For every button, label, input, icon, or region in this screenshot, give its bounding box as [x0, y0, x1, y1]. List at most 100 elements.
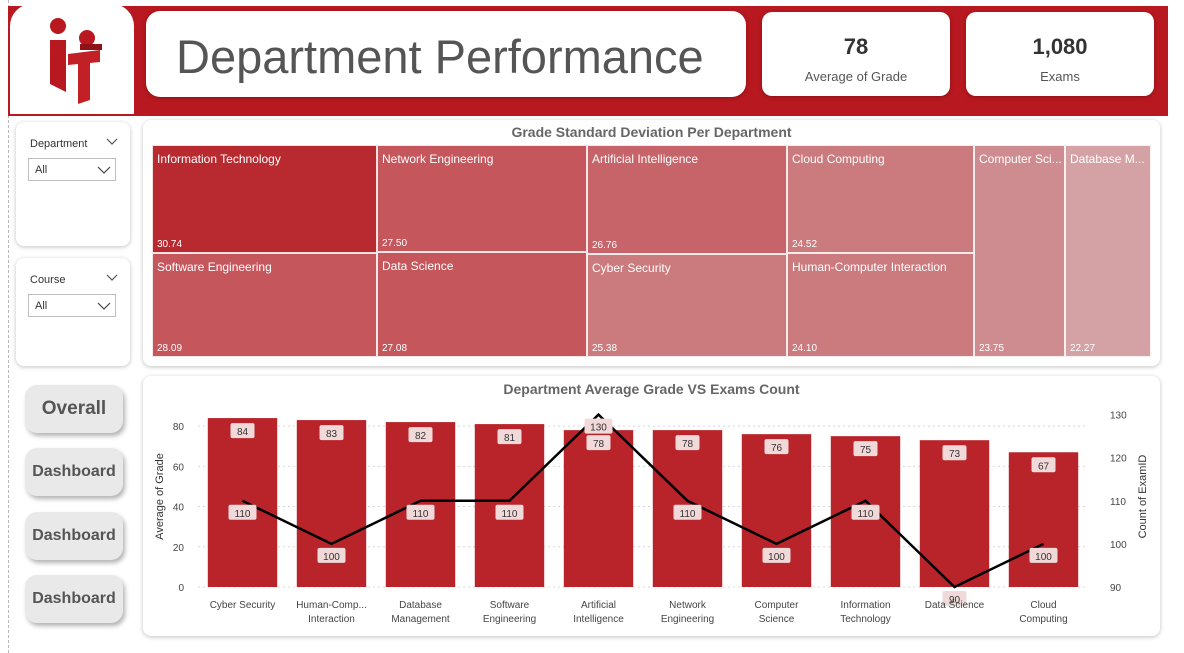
chevron-down-icon[interactable] [106, 136, 118, 146]
course-slicer: Course All [16, 258, 130, 366]
treemap-tile-information-technology[interactable]: Information Technology 30.74 [152, 145, 377, 253]
y2-tick-label: 130 [1110, 411, 1127, 422]
chevron-down-icon[interactable] [106, 272, 118, 282]
x-tick-label: Interaction [308, 614, 355, 625]
treemap-tile-human-computer-interaction[interactable]: Human-Computer Interaction 24.10 [787, 253, 974, 357]
overall-button[interactable]: Overall [25, 385, 123, 433]
y2-tick-label: 120 [1110, 454, 1127, 465]
treemap-tile-label: Database M... [1070, 152, 1145, 166]
treemap-tile-label: Information Technology [157, 152, 281, 166]
department-slicer-title: Department [30, 138, 88, 150]
treemap-tile-label: Computer Sci... [979, 152, 1062, 166]
bar-data-label-bg [319, 425, 344, 441]
x-tick-label: Database [399, 600, 442, 611]
line-data-label: 110 [858, 509, 874, 520]
treemap-tile-label: Network Engineering [382, 152, 494, 166]
department-dropdown-value: All [35, 164, 48, 176]
treemap-tile-cyber-security[interactable]: Cyber Security 25.38 [587, 254, 787, 357]
bar-data-label: 83 [326, 429, 338, 440]
dashboard-button-1[interactable]: Dashboard [25, 448, 123, 496]
bar-data-label: 82 [415, 431, 427, 442]
x-tick-label: Software [490, 600, 530, 611]
bar-data-label-bg [230, 423, 255, 439]
y-tick-label: 60 [173, 462, 185, 473]
treemap-tile-value: 24.10 [792, 343, 818, 354]
line-data-label-bg [942, 591, 967, 606]
treemap-tile-value: 23.75 [979, 343, 1005, 354]
line-data-label: 110 [680, 509, 696, 520]
line-data-label-bg [762, 547, 791, 563]
kpi-average-grade-label: Average of Grade [804, 69, 908, 84]
treemap-visual: Grade Standard Deviation Per Department … [143, 120, 1160, 366]
bar-data-label-bg [764, 439, 789, 455]
line-data-label: 90 [949, 595, 961, 606]
bar-data-label: 78 [593, 439, 605, 450]
treemap-tile-data-science[interactable]: Data Science 27.08 [377, 252, 587, 357]
bar [385, 422, 456, 587]
x-tick-label: Data Science [925, 600, 985, 611]
bar-data-label: 78 [682, 439, 694, 450]
left-edge-strip [0, 0, 9, 653]
line-data-label-bg [584, 418, 613, 434]
bar-data-label: 84 [237, 427, 249, 438]
course-dropdown[interactable]: All [28, 294, 116, 317]
line-data-label: 100 [1035, 552, 1052, 563]
bar [741, 434, 812, 587]
bar [207, 418, 278, 587]
x-tick-label: Intelligence [573, 614, 624, 625]
treemap-tile-label: Software Engineering [157, 260, 272, 274]
y-tick-label: 80 [173, 422, 185, 433]
bar-data-label: 81 [504, 433, 516, 444]
treemap-tile-value: 28.09 [157, 343, 183, 354]
treemap-tile-label: Cyber Security [592, 261, 671, 275]
dashboard-button-3[interactable]: Dashboard [25, 575, 123, 623]
line-data-label: 110 [235, 509, 251, 520]
bar-data-label-bg [1031, 457, 1056, 473]
treemap-tile-computer-science[interactable]: Computer Sci... 23.75 [974, 145, 1065, 357]
x-tick-label: Cloud [1030, 600, 1056, 611]
kpi-average-grade-card: 78 Average of Grade [762, 12, 950, 96]
treemap-tile-value: 22.27 [1070, 343, 1096, 354]
treemap-tile-value: 26.76 [592, 240, 618, 251]
treemap-tile-database-management[interactable]: Database M... 22.27 [1065, 145, 1151, 357]
x-tick-label: Engineering [661, 614, 714, 625]
line-data-label-bg [851, 504, 880, 520]
kpi-exams-value: 1,080 [1032, 34, 1088, 59]
bar-data-label-bg [586, 435, 611, 451]
treemap-tile-label: Human-Computer Interaction [792, 260, 947, 274]
x-tick-label: Technology [840, 614, 891, 625]
treemap-tile-network-engineering[interactable]: Network Engineering 27.50 [377, 145, 587, 252]
bar [563, 430, 634, 587]
x-tick-label: Computing [1019, 614, 1067, 625]
x-tick-label: Network [669, 600, 707, 611]
treemap-tile-value: 27.08 [382, 343, 408, 354]
line-data-label-bg [317, 547, 346, 563]
page-title: Department Performance [176, 30, 704, 83]
treemap-tile-cloud-computing[interactable]: Cloud Computing 24.52 [787, 145, 974, 253]
x-tick-label: Computer [755, 600, 800, 611]
department-dropdown[interactable]: All [28, 158, 116, 181]
bar-data-label: 76 [771, 443, 783, 454]
x-tick-label: Human-Comp... [296, 600, 367, 611]
line-data-label: 130 [590, 423, 607, 434]
logo-card [10, 4, 134, 114]
y2-axis-title: Count of ExamID [1137, 455, 1149, 539]
title-card: Department Performance [146, 11, 746, 97]
bar [1008, 452, 1079, 587]
chevron-down-icon [97, 166, 111, 174]
bar-data-label: 67 [1038, 461, 1050, 472]
bar-data-label-bg [408, 427, 433, 443]
x-tick-label: Engineering [483, 614, 536, 625]
bar-data-label-bg [853, 441, 878, 457]
treemap-tile-label: Cloud Computing [792, 152, 885, 166]
y2-tick-label: 100 [1110, 540, 1127, 551]
dashboard-button-2[interactable]: Dashboard [25, 512, 123, 560]
x-tick-label: Cyber Security [210, 600, 276, 611]
treemap-tile-artificial-intelligence[interactable]: Artificial Intelligence 26.76 [587, 145, 787, 254]
iti-logo [50, 18, 102, 104]
treemap-tile-value: 25.38 [592, 343, 618, 354]
department-slicer: Department All [16, 122, 130, 246]
combo-chart-visual: Department Average Grade VS Exams Count … [143, 376, 1160, 636]
y-tick-label: 40 [173, 503, 185, 514]
treemap-tile-software-engineering[interactable]: Software Engineering 28.09 [152, 253, 377, 357]
